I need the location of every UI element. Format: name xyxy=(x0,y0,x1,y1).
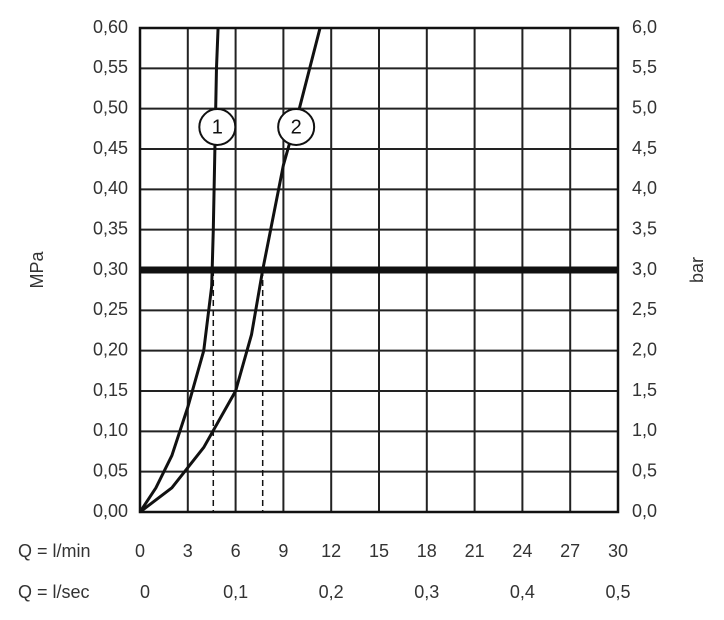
x2-tick-label: 0,2 xyxy=(319,582,344,602)
y-tick-label: 0,25 xyxy=(93,299,128,319)
x2-axis-label: Q = l/sec xyxy=(18,582,90,602)
y-axis-label: MPa xyxy=(27,251,47,289)
x-tick-label: 9 xyxy=(278,541,288,561)
y-tick-label: 0,45 xyxy=(93,138,128,158)
y2-tick-label: 1,0 xyxy=(632,420,657,440)
series-label: 2 xyxy=(291,116,302,138)
x-tick-label: 21 xyxy=(465,541,485,561)
y2-tick-label: 2,5 xyxy=(632,299,657,319)
y-tick-label: 0,60 xyxy=(93,17,128,37)
x2-tick-label: 0,4 xyxy=(510,582,535,602)
plot-frame xyxy=(138,26,620,514)
x2-tick-label: 0,5 xyxy=(605,582,630,602)
series-label-circle xyxy=(277,108,316,146)
y-tick-label: 0,30 xyxy=(93,259,128,279)
series-label: 1 xyxy=(212,116,223,138)
y2-tick-label: 5,0 xyxy=(632,97,657,117)
y2-tick-label: 0,0 xyxy=(632,501,657,521)
y-tick-label: 0,50 xyxy=(93,97,128,117)
y2-tick-label: 4,0 xyxy=(632,178,657,198)
x-axis-label: Q = l/min xyxy=(18,541,91,561)
y-tick-label: 0,05 xyxy=(93,460,128,480)
y2-tick-label: 0,5 xyxy=(632,460,657,480)
series-label-circle xyxy=(198,108,237,146)
y-tick-label: 0,35 xyxy=(93,218,128,238)
y-tick-label: 0,10 xyxy=(93,420,128,440)
x-tick-label: 6 xyxy=(231,541,241,561)
x-tick-label: 15 xyxy=(369,541,389,561)
y2-tick-label: 2,0 xyxy=(632,339,657,359)
y2-tick-label: 6,0 xyxy=(632,17,657,37)
y-tick-label: 0,40 xyxy=(93,178,128,198)
x-tick-label: 12 xyxy=(321,541,341,561)
y2-tick-label: 5,5 xyxy=(632,57,657,77)
y2-tick-label: 1,5 xyxy=(632,380,657,400)
x-tick-label: 27 xyxy=(560,541,580,561)
x2-tick-label: 0,3 xyxy=(414,582,439,602)
x-tick-label: 0 xyxy=(135,541,145,561)
y2-tick-label: 3,0 xyxy=(632,259,657,279)
y2-tick-label: 4,5 xyxy=(632,138,657,158)
x-tick-label: 3 xyxy=(183,541,193,561)
x-tick-label: 18 xyxy=(417,541,437,561)
y-tick-label: 0,00 xyxy=(93,501,128,521)
y2-tick-label: 3,5 xyxy=(632,218,657,238)
y-tick-label: 0,55 xyxy=(93,57,128,77)
y2-axis-label: bar xyxy=(687,257,707,283)
x-tick-label: 30 xyxy=(608,541,628,561)
y-tick-label: 0,20 xyxy=(93,339,128,359)
x2-tick-label: 0 xyxy=(140,582,150,602)
x-tick-label: 24 xyxy=(512,541,532,561)
y-tick-label: 0,15 xyxy=(93,380,128,400)
x2-tick-label: 0,1 xyxy=(223,582,248,602)
